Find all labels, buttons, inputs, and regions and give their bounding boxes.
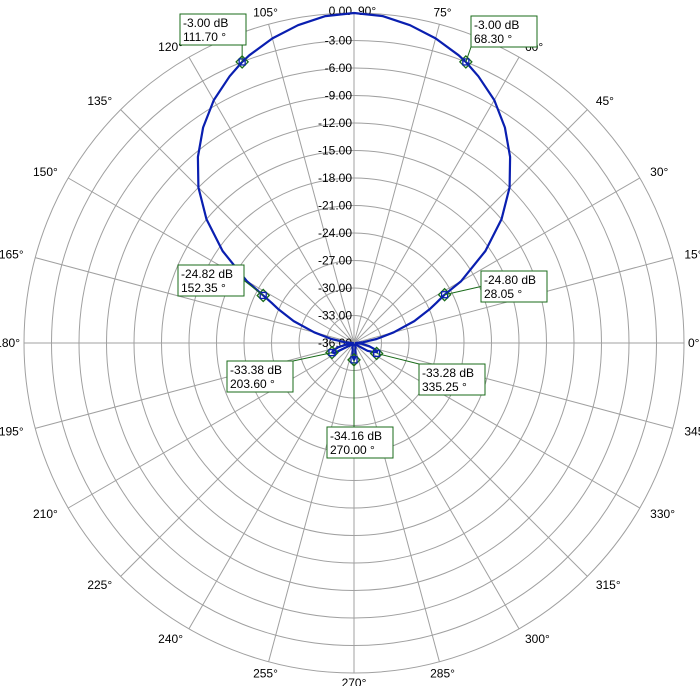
pattern-trace xyxy=(196,11,512,361)
angle-tick-label: 30° xyxy=(650,165,668,179)
angle-tick-label: 330° xyxy=(650,507,675,521)
grid-spoke xyxy=(353,342,641,509)
angle-tick-label: 150° xyxy=(33,165,58,179)
radial-tick-label: -21.00 xyxy=(318,199,352,213)
angle-tick-label: 315° xyxy=(596,578,621,592)
angle-tick-label: 210° xyxy=(33,507,58,521)
angle-tick-label: 270° xyxy=(342,676,367,686)
grid-spoke xyxy=(268,342,355,662)
angle-tick-label: 75° xyxy=(433,6,451,20)
radial-tick-label: -27.00 xyxy=(318,254,352,268)
marker-diamond xyxy=(437,287,452,302)
grid-spoke xyxy=(35,257,355,344)
radial-tick-label: -15.00 xyxy=(318,144,352,158)
angle-tick-label: 0° xyxy=(688,336,700,350)
angle-tick-label: 255° xyxy=(253,666,278,680)
callout-box xyxy=(418,363,486,396)
callout-box xyxy=(470,15,538,48)
radial-tick-labels: 0.00-3.00-6.00-9.00-12.00-15.00-18.00-21… xyxy=(318,4,352,350)
callout-box xyxy=(177,264,245,297)
angle-tick-labels: 0°15°30°45°60°75°90°105°120°135°150°165°… xyxy=(0,4,700,686)
grid-spoke xyxy=(120,109,355,344)
grid-spoke xyxy=(268,24,355,344)
angle-tick-label: 105° xyxy=(253,6,278,20)
angle-tick-label: 300° xyxy=(525,632,550,646)
angle-tick-label: 225° xyxy=(87,578,112,592)
angle-tick-label: 165° xyxy=(0,247,24,261)
callout-value: -34.16 dB xyxy=(330,429,382,443)
angle-tick-label: 285° xyxy=(430,666,455,680)
callout-box xyxy=(480,270,548,303)
angle-tick-label: 240° xyxy=(158,632,183,646)
radial-tick-label: -3.00 xyxy=(325,34,353,48)
grid-spoke xyxy=(188,56,355,344)
radial-tick-label: -9.00 xyxy=(325,89,353,103)
marker-diamond xyxy=(325,345,339,360)
callout-angle: 270.00 ° xyxy=(330,443,375,457)
marker-diamond xyxy=(369,346,384,361)
radial-tick-label: -33.00 xyxy=(318,309,352,323)
angle-tick-label: 180° xyxy=(0,336,20,350)
grid-spoke xyxy=(67,342,355,509)
callout-value: -3.00 dB xyxy=(474,18,519,32)
callout-angle: 28.05 ° xyxy=(484,287,522,301)
marker-diamond xyxy=(235,55,250,69)
callout-angle: 203.60 ° xyxy=(230,377,275,391)
marker-diamond xyxy=(256,288,271,303)
angle-tick-label: 45° xyxy=(596,94,614,108)
marker-square xyxy=(440,291,449,299)
callout-value: -3.00 dB xyxy=(183,16,228,30)
marker-square xyxy=(372,349,381,358)
callout-angle: 68.30 ° xyxy=(474,32,512,46)
radial-tick-label: -30.00 xyxy=(318,281,352,295)
grid-spoke xyxy=(353,342,440,662)
callout-value: -24.80 dB xyxy=(484,273,536,287)
callout-leader xyxy=(292,352,333,362)
angle-tick-label: 345° xyxy=(684,425,700,439)
grid-spoke xyxy=(353,24,440,344)
grid-spoke xyxy=(353,109,588,344)
radial-tick-label: -18.00 xyxy=(318,171,352,185)
callout-angle: 152.35 ° xyxy=(181,281,226,295)
callout-angle: 335.25 ° xyxy=(422,380,467,394)
angle-tick-label: 135° xyxy=(87,94,112,108)
grid-spoke xyxy=(353,342,520,630)
marker-square xyxy=(328,348,336,357)
grid-spoke xyxy=(353,342,588,577)
callout-leader xyxy=(243,280,264,296)
grid-spoke xyxy=(67,177,355,344)
callout-value: -33.28 dB xyxy=(422,366,474,380)
callout-leader xyxy=(376,352,420,365)
callout-leader xyxy=(444,286,482,296)
marker-square xyxy=(259,291,267,300)
grid-spoke xyxy=(35,342,355,429)
grid-spoke xyxy=(120,342,355,577)
grid-spoke xyxy=(353,342,673,429)
callout-angle: 111.70 ° xyxy=(183,30,226,44)
radial-tick-label: -24.00 xyxy=(318,226,352,240)
angle-tick-label: 15° xyxy=(684,247,700,261)
callout-box xyxy=(326,426,394,459)
callout-value: -24.82 dB xyxy=(181,267,233,281)
radial-tick-label: -6.00 xyxy=(325,61,353,75)
callout-box xyxy=(179,13,247,46)
callout-box xyxy=(226,360,294,393)
callout-leader xyxy=(465,46,472,63)
callout-value: -33.38 dB xyxy=(230,363,282,377)
angle-tick-label: 120° xyxy=(158,40,183,54)
grid-spoke xyxy=(353,177,641,344)
grid-spoke xyxy=(188,342,355,630)
angle-tick-label: 195° xyxy=(0,425,24,439)
marker-diamond xyxy=(458,55,473,69)
grid-spoke xyxy=(353,56,520,344)
marker-square xyxy=(462,58,470,66)
radial-tick-label: -12.00 xyxy=(318,116,352,130)
